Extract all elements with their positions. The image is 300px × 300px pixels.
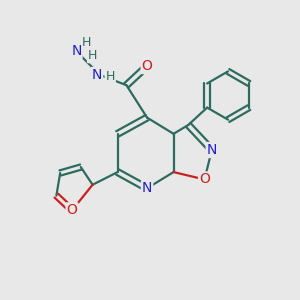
Text: H: H [82, 36, 92, 49]
Text: H: H [106, 70, 115, 83]
Text: O: O [67, 203, 77, 218]
Text: N: N [71, 44, 82, 58]
Text: O: O [199, 172, 210, 186]
Text: O: O [142, 59, 152, 73]
Text: N: N [207, 143, 217, 157]
Text: N: N [92, 68, 102, 82]
Text: N: N [142, 181, 152, 195]
Text: H: H [88, 49, 97, 62]
